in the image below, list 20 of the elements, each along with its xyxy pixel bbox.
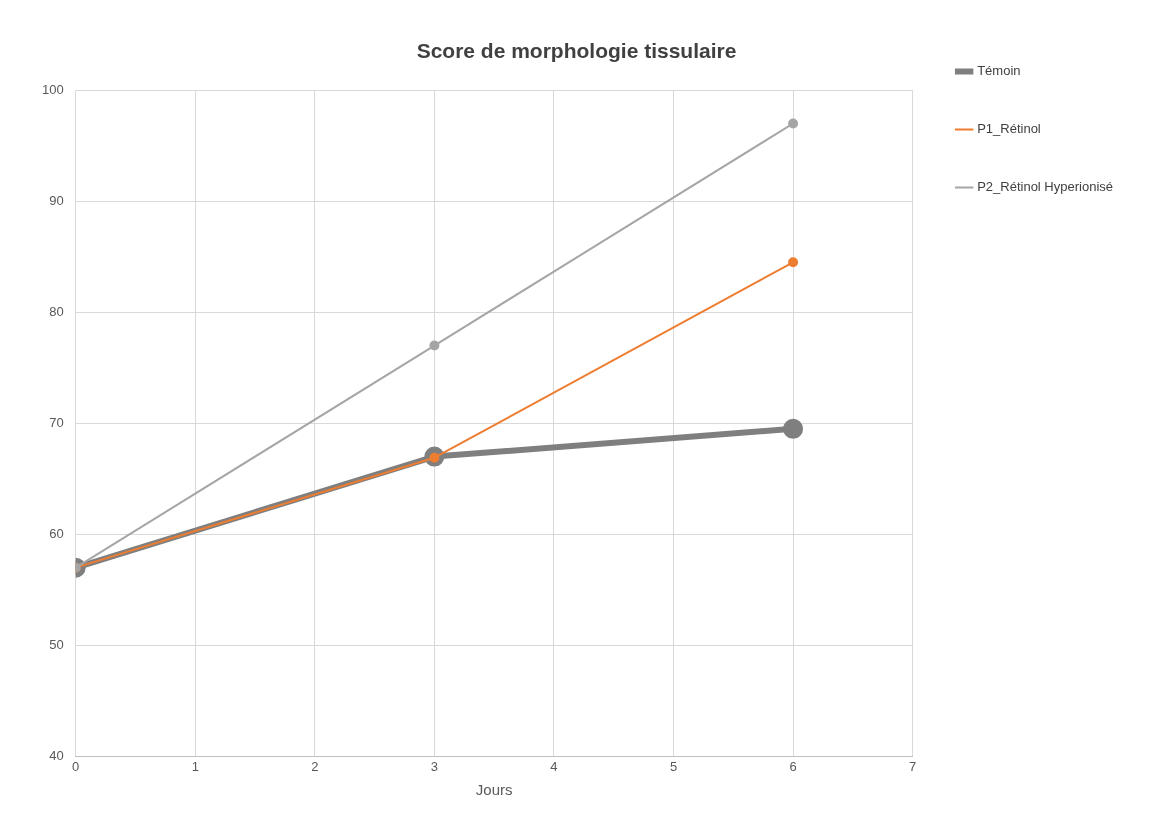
y-tick-label: 40 [49, 747, 64, 763]
x-axis-title: Jours [475, 781, 513, 799]
x-tick-label: 1 [191, 758, 199, 774]
y-tick-label: 90 [49, 192, 64, 208]
x-tick-label: 7 [909, 758, 917, 774]
legend-label: P1_Rétinol [977, 121, 1041, 137]
x-tick-label: 6 [789, 758, 797, 774]
x-tick-label: 2 [311, 758, 319, 774]
y-tick-label: 60 [49, 525, 64, 541]
legend-label: Témoin [977, 63, 1021, 79]
legend-label: P2_Rétinol Hyperionisé [977, 179, 1114, 195]
y-tick-label: 50 [49, 636, 64, 652]
x-tick-label: 3 [430, 758, 438, 774]
y-tick-label: 80 [49, 303, 64, 319]
y-tick-label: 100 [41, 81, 64, 97]
y-tick-label: 70 [49, 414, 64, 430]
x-tick-label: 0 [72, 758, 80, 774]
x-tick-label: 4 [550, 758, 558, 774]
x-tick-label: 5 [669, 758, 678, 774]
chart-title: Score de morphologie tissulaire [416, 39, 737, 63]
